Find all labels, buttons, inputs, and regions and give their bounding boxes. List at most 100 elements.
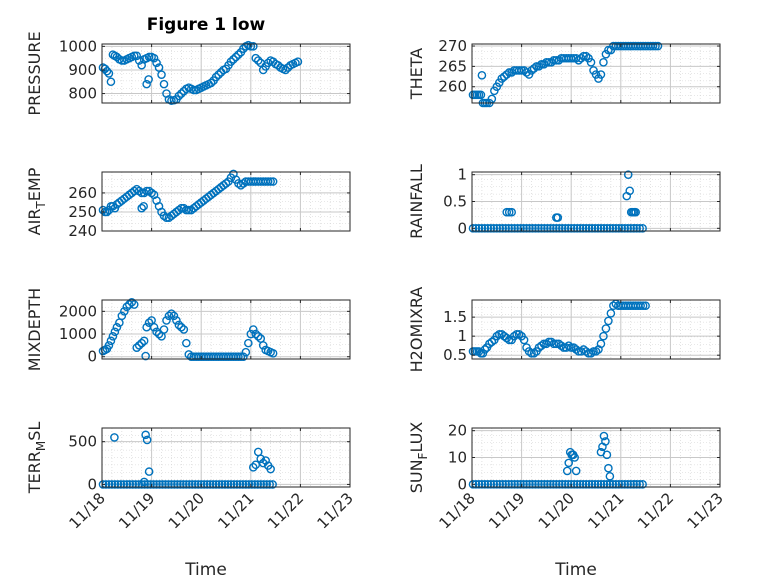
- data-point: [584, 224, 594, 233]
- data-point: [635, 480, 644, 489]
- data-point: [211, 480, 221, 489]
- axes-box: [101, 299, 351, 360]
- subplot-1: 800 900 1000 Figure 1 low PRESSURE: [25, 15, 351, 116]
- data-point: [144, 318, 154, 327]
- y-axis-label: RAINFALL: [407, 164, 426, 239]
- data-point: [476, 90, 486, 100]
- data-point: [527, 348, 536, 358]
- data-point: [537, 60, 546, 69]
- data-point: [611, 224, 621, 233]
- data-point: [495, 480, 505, 489]
- data-point: [537, 480, 546, 489]
- data-point: [147, 188, 156, 198]
- data-point: [534, 224, 543, 233]
- data-point: [586, 348, 596, 358]
- data-point: [157, 70, 166, 79]
- data-point: [253, 332, 263, 341]
- data-point: [152, 480, 161, 489]
- ytick-label: 1: [457, 166, 467, 184]
- data-point: [557, 224, 567, 233]
- xtick-label: 11/19: [485, 489, 528, 532]
- data-point: [110, 433, 119, 442]
- data-point: [623, 170, 633, 179]
- data-point: [253, 480, 263, 489]
- data-point: [587, 224, 597, 233]
- data-point: [134, 56, 144, 65]
- data-point: [174, 320, 184, 330]
- ytick-label: 270: [438, 37, 467, 55]
- data-point: [184, 205, 194, 215]
- ytick-label: 1000: [59, 325, 97, 343]
- data-point: [127, 297, 137, 307]
- data-point: [629, 480, 638, 489]
- data-point: [617, 224, 627, 233]
- data-point: [244, 480, 254, 489]
- data-point: [141, 351, 150, 361]
- data-point: [651, 41, 660, 51]
- xtick-label: 11/19: [115, 489, 158, 532]
- data-point: [486, 224, 496, 233]
- data-point: [593, 224, 603, 233]
- data-point: [543, 480, 552, 489]
- data-point: [102, 66, 112, 76]
- data-point: [167, 480, 176, 489]
- data-point: [534, 480, 543, 489]
- data-point: [514, 329, 524, 339]
- axes-box: [101, 43, 351, 104]
- data-point: [196, 480, 206, 489]
- data-point: [608, 224, 618, 233]
- chart-title: Figure 1 low: [147, 15, 266, 35]
- y-axis-label-main: AIR: [25, 209, 44, 236]
- data-point: [563, 480, 573, 489]
- data-point: [540, 224, 549, 233]
- xtick-label: 11/23: [684, 489, 727, 532]
- data-point: [229, 55, 238, 64]
- data-point: [549, 224, 558, 233]
- axes-box: [101, 171, 351, 232]
- data-point: [564, 458, 574, 468]
- data-point: [569, 224, 579, 233]
- data-point: [596, 224, 606, 233]
- data-point: [263, 177, 273, 186]
- data-point: [599, 480, 609, 489]
- data-point: [501, 480, 511, 489]
- data-point: [154, 329, 164, 339]
- data-point: [256, 480, 266, 489]
- data-point: [268, 480, 277, 489]
- data-point: [139, 477, 149, 487]
- data-point: [605, 224, 615, 233]
- data-point: [495, 224, 505, 233]
- data-point: [258, 341, 268, 350]
- ytick-label: 500: [68, 433, 97, 451]
- data-point: [512, 329, 521, 339]
- data-point: [572, 480, 582, 489]
- data-point: [117, 56, 127, 65]
- data-point: [241, 347, 251, 357]
- data-point: [602, 224, 612, 233]
- ytick-label: 240: [68, 222, 97, 240]
- axes-box: [471, 43, 721, 104]
- data-point: [179, 480, 188, 489]
- xtick-label: 11/22: [634, 489, 677, 532]
- data-point: [601, 324, 611, 333]
- data-point: [162, 316, 171, 325]
- data-point: [544, 58, 554, 67]
- data-point: [626, 224, 636, 233]
- data-point: [635, 224, 644, 233]
- data-point: [211, 72, 221, 82]
- data-point: [206, 78, 216, 88]
- data-point: [265, 480, 274, 489]
- data-point: [232, 480, 242, 489]
- data-point: [187, 480, 197, 489]
- data-point: [543, 224, 552, 233]
- data-point: [552, 480, 561, 489]
- data-point: [498, 224, 508, 233]
- data-point: [162, 213, 171, 222]
- data-point: [142, 79, 151, 89]
- y-axis-label-main: TERR: [25, 451, 44, 494]
- data-point: [531, 480, 540, 489]
- data-point: [236, 352, 246, 362]
- data-point: [605, 480, 615, 489]
- ytick-label: 800: [68, 85, 97, 103]
- data-point: [134, 341, 144, 350]
